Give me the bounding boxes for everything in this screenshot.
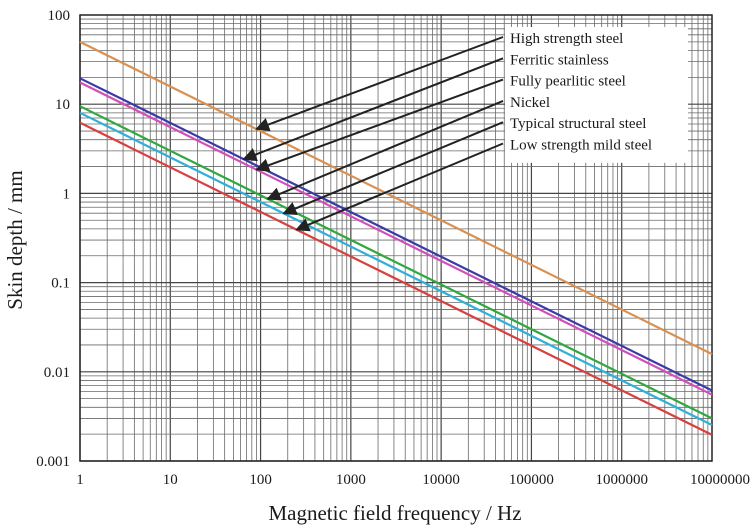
x-tick-label: 1000000: [595, 472, 648, 488]
y-tick-label: 0.1: [51, 276, 70, 292]
y-axis-title: Skin depth / mm: [3, 170, 27, 309]
legend-label: Fully pearlitic steel: [510, 74, 626, 90]
pointer-arrow: [266, 99, 504, 201]
pointer-arrow: [255, 36, 504, 132]
x-tick-label: 100: [249, 472, 272, 488]
plot-border: [79, 14, 713, 462]
legend-label: Nickel: [510, 95, 550, 111]
pointer-arrow: [282, 121, 504, 216]
y-tick-label: 100: [48, 8, 71, 24]
x-tick-label: 10000000: [690, 472, 750, 488]
legend: High strength steel Ferritic stainless Ful…: [505, 27, 688, 163]
x-tick-label: 10000: [422, 472, 460, 488]
legend-pointer-arrows: [242, 36, 504, 232]
plot-frame: [79, 14, 713, 462]
y-tick-label: 1: [63, 186, 71, 202]
y-tick-label: 0.01: [44, 365, 70, 381]
x-axis-title: Magnetic field frequency / Hz: [268, 501, 521, 525]
x-tick-label: 1: [76, 472, 84, 488]
series-lines: [79, 40, 713, 436]
pointer-arrow: [255, 78, 504, 172]
legend-label: Low strength mild steel: [510, 138, 652, 154]
series-line: [79, 121, 713, 436]
x-tick-label: 1000: [336, 472, 366, 488]
y-tick-label: 10: [55, 97, 70, 113]
series-line: [79, 40, 713, 356]
pointer-arrow: [295, 142, 504, 232]
x-tick-label: 100000: [509, 472, 554, 488]
y-tick-labels: 0.001 0.01 0.1 1 10 100: [36, 8, 70, 470]
series-line: [79, 111, 713, 426]
x-tick-labels: 1 10 100 1000 10000 100000 1000000 10000000: [76, 472, 750, 488]
series-line: [79, 105, 713, 420]
x-tick-label: 10: [163, 472, 178, 488]
series-line: [79, 81, 713, 396]
legend-label: High strength steel: [510, 31, 623, 47]
legend-background: [505, 27, 688, 163]
legend-label: Typical structural steel: [510, 116, 646, 132]
y-tick-label: 0.001: [36, 454, 70, 470]
legend-label: Ferritic stainless: [510, 52, 609, 68]
pointer-arrow: [242, 57, 504, 162]
series-line: [79, 77, 713, 392]
